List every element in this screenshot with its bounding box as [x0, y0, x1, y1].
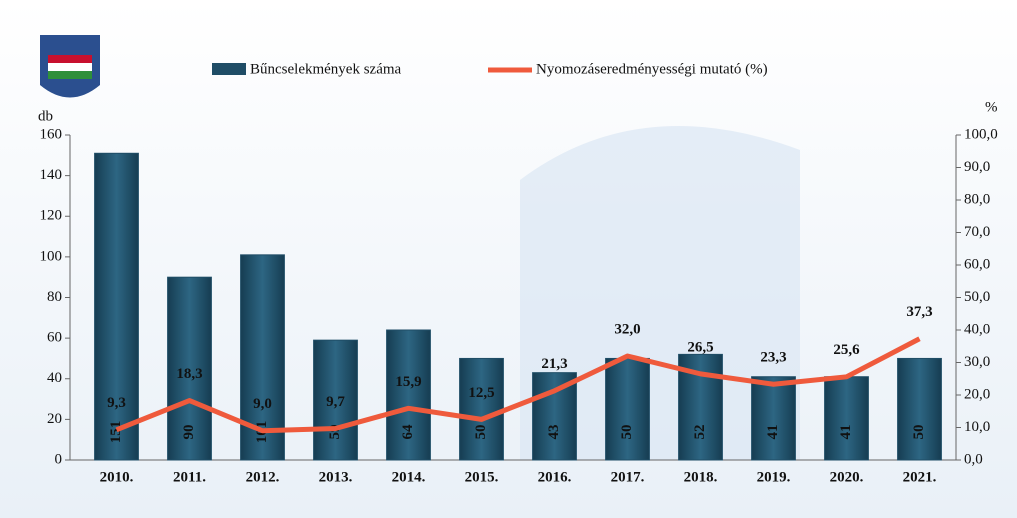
x-tick-label: 2010.	[100, 469, 134, 485]
x-tick-label: 2018.	[684, 469, 718, 485]
line-value-label: 12,5	[468, 385, 494, 401]
x-tick-label: 2019.	[757, 469, 791, 485]
bar	[605, 357, 650, 461]
bar-value-label: 50	[473, 425, 489, 440]
y-axis-label: db	[38, 108, 53, 124]
line	[115, 336, 921, 434]
bar	[459, 357, 504, 461]
y2-tick-label: 30,0	[964, 354, 990, 370]
bar-value-label: 50	[911, 425, 927, 440]
bar	[94, 152, 139, 461]
bar-value-label: 90	[181, 425, 197, 440]
y-tick-label: 160	[40, 126, 63, 142]
y-tick-label: 40	[47, 370, 62, 386]
y2-tick-label: 100,0	[964, 126, 998, 142]
line-value-label: 9,3	[107, 395, 126, 411]
legend-swatch	[212, 63, 246, 75]
x-tick-label: 2020.	[830, 469, 864, 485]
x-tick-label: 2017.	[611, 469, 645, 485]
x-tick-label: 2012.	[246, 469, 280, 485]
x-tick-label: 2014.	[392, 469, 426, 485]
line-value-label: 25,6	[833, 342, 860, 358]
bar-value-label: 41	[838, 425, 854, 440]
bar	[313, 339, 358, 461]
y-tick-label: 140	[40, 167, 63, 183]
bar	[386, 329, 431, 461]
y2-tick-label: 0,0	[964, 451, 983, 467]
line-value-label: 23,3	[760, 350, 786, 366]
bar-value-label: 50	[619, 425, 635, 440]
y-tick-label: 60	[47, 330, 62, 346]
logo	[40, 35, 100, 98]
y2-tick-label: 80,0	[964, 191, 990, 207]
y2-tick-label: 60,0	[964, 256, 990, 272]
y2-tick-label: 90,0	[964, 159, 990, 175]
x-tick-label: 2021.	[903, 469, 937, 485]
y2-axis-label: %	[985, 99, 998, 115]
x-tick-label: 2013.	[319, 469, 353, 485]
line-value-label: 37,3	[906, 304, 932, 320]
bar	[532, 372, 577, 461]
y-tick-label: 20	[47, 411, 62, 427]
bar-value-label: 52	[692, 425, 708, 440]
bar-value-label: 64	[400, 424, 416, 440]
bar	[167, 276, 212, 461]
y-tick-label: 120	[40, 208, 63, 224]
line-value-label: 9,0	[253, 396, 272, 412]
line-value-label: 21,3	[541, 356, 567, 372]
line-value-label: 18,3	[176, 366, 202, 382]
y2-tick-label: 40,0	[964, 321, 990, 337]
y-tick-label: 100	[40, 248, 63, 264]
y-tick-label: 80	[47, 289, 62, 305]
y2-tick-label: 50,0	[964, 289, 990, 305]
y-tick-label: 0	[55, 451, 63, 467]
legend-label: Nyomozáseredményességi mutató (%)	[536, 61, 768, 77]
bar	[897, 357, 942, 461]
x-tick-label: 2016.	[538, 469, 572, 485]
bar-value-label: 41	[765, 425, 781, 440]
x-tick-label: 2011.	[173, 469, 206, 485]
y2-tick-label: 20,0	[964, 386, 990, 402]
bar-value-label: 43	[546, 425, 562, 440]
x-tick-label: 2015.	[465, 469, 499, 485]
y2-tick-label: 10,0	[964, 419, 990, 435]
bar	[824, 376, 869, 461]
line-value-label: 9,7	[326, 394, 345, 410]
line-value-label: 26,5	[687, 339, 713, 355]
bar	[751, 376, 796, 461]
y2-tick-label: 70,0	[964, 224, 990, 240]
bar-value-label: 151	[108, 421, 124, 444]
line-value-label: 32,0	[614, 321, 640, 337]
legend-label: Bűncselekmények száma	[250, 61, 402, 77]
line-value-label: 15,9	[395, 374, 421, 390]
